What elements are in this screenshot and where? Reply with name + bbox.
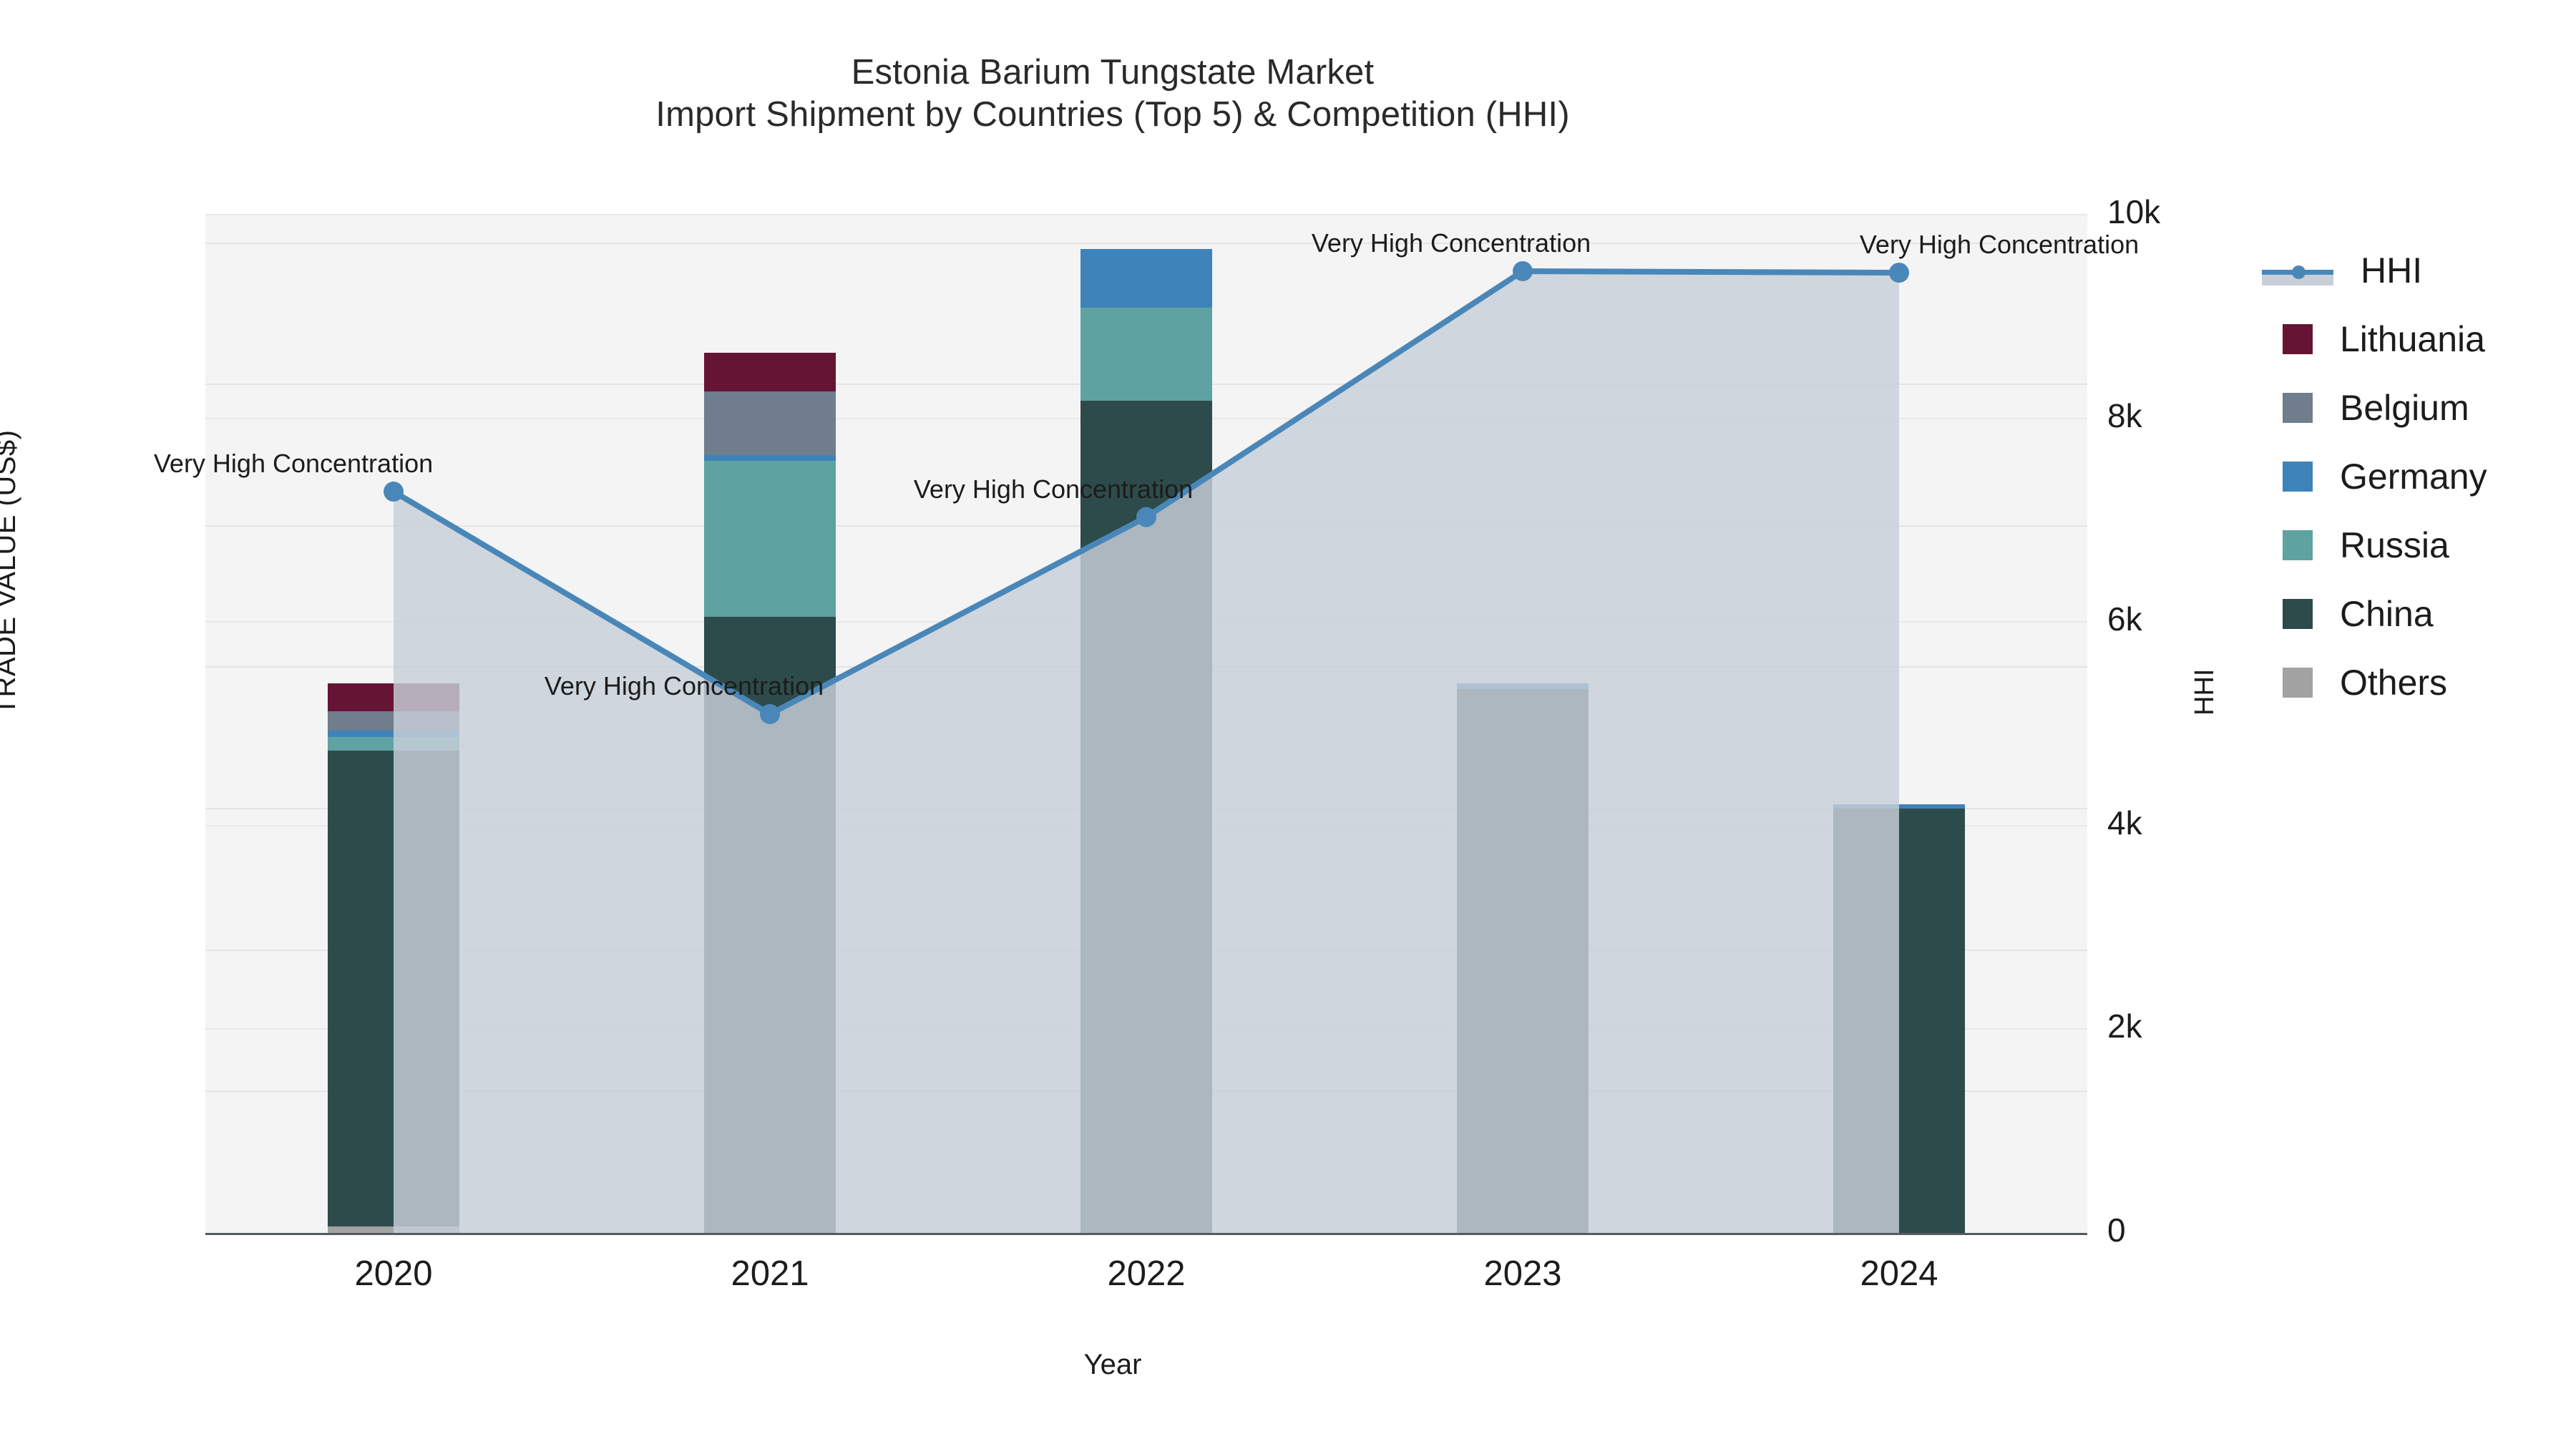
legend-item-hhi[interactable]: HHI	[2262, 236, 2487, 305]
y-tick-right: 6k	[2107, 600, 2142, 638]
annotation-2022: Very High Concentration	[913, 474, 1194, 504]
bar-segment-lithuania[interactable]	[704, 352, 836, 392]
chart-title-block: Estonia Barium Tungstate Market Import S…	[0, 0, 2225, 136]
bar-segment-russia[interactable]	[328, 737, 459, 751]
legend-item-russia[interactable]: Russia	[2283, 511, 2487, 580]
legend-item-germany[interactable]: Germany	[2283, 442, 2487, 511]
y-tick-right: 2k	[2107, 1008, 2142, 1045]
annotation-2021: Very High Concentration	[544, 670, 824, 701]
bar-segment-germany[interactable]	[328, 731, 459, 738]
x-axis-spine	[205, 1233, 2087, 1235]
bar-stack[interactable]	[704, 215, 836, 1233]
page-title: Estonia Barium Tungstate Market	[851, 53, 1375, 92]
gridline	[205, 242, 2087, 244]
annotation-2023: Very High Concentration	[1311, 228, 1591, 258]
x-tick-2024: 2024	[1860, 1254, 1938, 1293]
legend-area-fill	[2262, 274, 2333, 286]
bar-stack[interactable]	[328, 215, 459, 1233]
legend-swatch-russia	[2283, 530, 2313, 560]
chart-subtitle: Import Shipment by Countries (Top 5) & C…	[655, 94, 1570, 134]
legend-swatch-germany	[2283, 462, 2313, 492]
bar-segment-others[interactable]	[328, 1226, 459, 1233]
bar-segment-china[interactable]	[1457, 689, 1589, 1233]
bar-segment-belgium[interactable]	[704, 391, 836, 455]
x-tick-2023: 2023	[1483, 1254, 1562, 1293]
legend-swatch-belgium	[2283, 393, 2313, 423]
bar-segment-russia[interactable]	[1080, 308, 1212, 401]
legend-item-china[interactable]: China	[2283, 580, 2487, 648]
y-axis-left-label: TRADE VALUE (US$)	[0, 429, 21, 716]
legend-swatch-china	[2283, 599, 2313, 629]
legend-swatch-others	[2283, 668, 2313, 698]
x-axis-label: Year	[1083, 1349, 1142, 1380]
bar-segment-germany[interactable]	[704, 455, 836, 461]
x-tick-2021: 2021	[731, 1254, 809, 1293]
legend-line-dot	[2292, 265, 2306, 279]
legend: HHI Lithuania Belgium Germany Russia China Oth…	[2262, 236, 2487, 717]
x-tick-2020: 2020	[354, 1254, 433, 1293]
x-tick-2022: 2022	[1107, 1254, 1186, 1293]
y-tick-right: 4k	[2107, 804, 2142, 841]
legend-label: Others	[2340, 663, 2448, 703]
bar-segment-china[interactable]	[1080, 400, 1212, 1233]
plot-area	[205, 214, 2087, 1233]
bar-segment-china[interactable]	[328, 751, 459, 1227]
legend-item-lithuania[interactable]: Lithuania	[2283, 305, 2487, 374]
legend-label: China	[2340, 594, 2434, 634]
legend-label: Belgium	[2340, 388, 2469, 428]
annotation-2024: Very High Concentration	[1859, 230, 2140, 260]
bar-segment-china[interactable]	[1833, 809, 1965, 1233]
legend-line-marker	[2262, 255, 2333, 286]
bar-segment-germany[interactable]	[1833, 804, 1965, 809]
legend-swatch-lithuania	[2283, 324, 2313, 354]
bar-segment-germany[interactable]	[1457, 683, 1589, 690]
legend-item-others[interactable]: Others	[2283, 648, 2487, 717]
legend-label: Russia	[2340, 525, 2449, 565]
annotation-2020: Very High Concentration	[153, 449, 434, 479]
y-tick-right: 8k	[2107, 396, 2142, 434]
legend-item-belgium[interactable]: Belgium	[2283, 374, 2487, 442]
legend-label: HHI	[2361, 250, 2423, 291]
y-tick-right: 10k	[2107, 193, 2161, 230]
gridline-minor	[205, 214, 2087, 215]
bar-stack[interactable]	[1080, 215, 1212, 1233]
bar-stack[interactable]	[1457, 215, 1589, 1233]
bar-segment-germany[interactable]	[1080, 249, 1212, 308]
bar-segment-lithuania[interactable]	[328, 683, 459, 711]
y-tick-right: 0	[2107, 1211, 2126, 1249]
legend-label: Germany	[2340, 457, 2487, 497]
legend-label: Lithuania	[2340, 319, 2485, 359]
bar-segment-china[interactable]	[704, 617, 836, 1233]
bar-segment-russia[interactable]	[704, 460, 836, 618]
bar-segment-belgium[interactable]	[328, 711, 459, 731]
y-axis-right-label: HHI	[2190, 668, 2220, 716]
bar-stack[interactable]	[1833, 215, 1965, 1233]
